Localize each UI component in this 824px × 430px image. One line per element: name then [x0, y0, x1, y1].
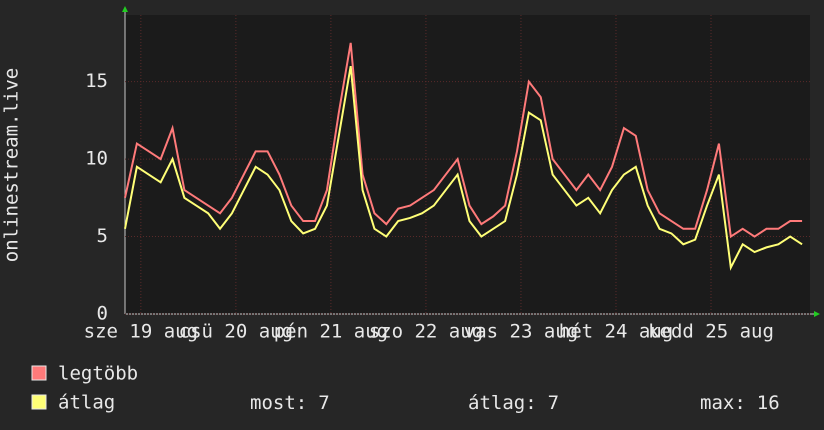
legend-swatch — [31, 394, 47, 410]
y-tick-label: 10 — [85, 148, 108, 170]
y-tick-label: 5 — [97, 225, 108, 247]
y-tick-label: 15 — [85, 70, 108, 92]
stat: most: 7 — [250, 392, 330, 414]
x-tick-label: vas 23 aug — [464, 321, 578, 343]
legend: legtöbb átlag — [31, 363, 138, 414]
stat-label: max: — [700, 392, 746, 414]
x-tick-label: kedd 25 aug — [648, 321, 774, 343]
y-axis-label: onlinestream.live — [1, 68, 23, 262]
x-tick-label: hét 24 aug — [559, 321, 673, 343]
legend-label: átlag — [58, 392, 115, 414]
stat: max: 16 — [700, 392, 780, 414]
stat: átlag: 7 — [468, 392, 559, 414]
x-arrow — [814, 311, 820, 317]
y-tick-label: 0 — [97, 303, 108, 325]
legend-label: legtöbb — [58, 363, 138, 385]
stat-label: átlag: — [468, 392, 537, 414]
x-tick-label: sze 19 aug — [84, 321, 198, 343]
stat-value: 7 — [548, 392, 559, 414]
stats: most: 7 átlag: 7 max: 16 — [250, 392, 780, 414]
plot-area — [125, 15, 810, 314]
x-tick-label: szo 22 aug — [369, 321, 483, 343]
series-line — [124, 42, 803, 239]
y-arrow — [122, 6, 128, 12]
stat-value: 16 — [757, 392, 780, 414]
series-line — [124, 65, 803, 271]
legend-swatch — [31, 365, 47, 381]
stat-value: 7 — [318, 392, 329, 414]
x-tick-label: pén 21 aug — [274, 321, 388, 343]
stat-label: most: — [250, 392, 307, 414]
x-tick-label: csü 20 aug — [179, 321, 293, 343]
